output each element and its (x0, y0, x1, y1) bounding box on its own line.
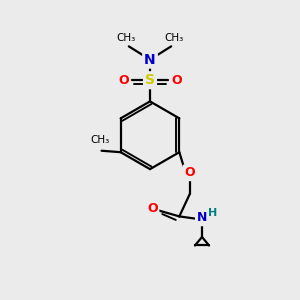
Text: O: O (171, 74, 182, 87)
Text: O: O (118, 74, 129, 87)
Text: CH₃: CH₃ (117, 33, 136, 43)
Text: O: O (147, 202, 158, 215)
Text: O: O (184, 166, 195, 179)
Text: CH₃: CH₃ (90, 135, 110, 146)
Text: H: H (208, 208, 218, 218)
Text: S: S (145, 73, 155, 87)
Text: N: N (197, 212, 207, 224)
Text: N: N (144, 52, 156, 67)
Text: CH₃: CH₃ (164, 33, 183, 43)
